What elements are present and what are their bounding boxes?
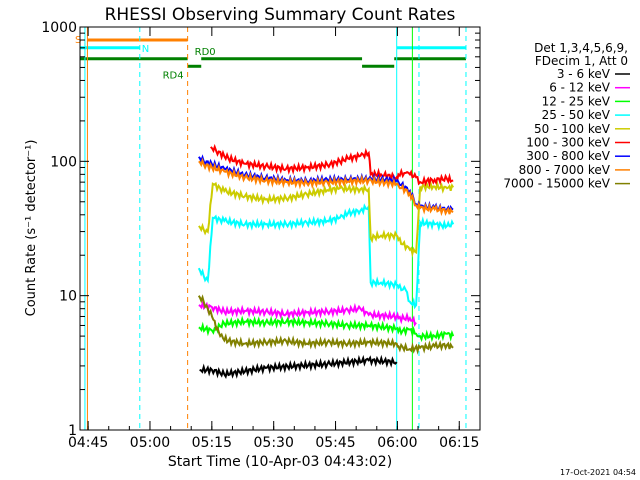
legend-label-25-50-kev: 25 - 50 keV — [542, 108, 611, 122]
x-axis-label: Start Time (10-Apr-03 04:43:02) — [168, 454, 392, 470]
x-tick-label-05-00: 05:00 — [130, 435, 170, 451]
legend-label-800-7000-kev: 800 - 7000 keV — [519, 163, 611, 177]
y-tick-label-1000: 1000 — [41, 20, 77, 36]
y-axis-label: Count Rate (s⁻¹ detector⁻¹) — [24, 140, 39, 317]
legend-header-line-1: Det 1,3,4,5,6,9, — [534, 41, 628, 55]
legend-label-100-300-kev: 100 - 300 keV — [526, 136, 610, 150]
series-line-800-7000-kev — [198, 157, 454, 217]
flag-label-n: N — [142, 44, 149, 55]
series-line-3-6-kev — [199, 354, 398, 379]
flag-bars: S N RD0 RD4 — [75, 35, 466, 81]
series-line-6-12-kev — [198, 299, 417, 328]
data-series — [197, 143, 455, 379]
legend-label-12-25-kev: 12 - 25 keV — [542, 94, 611, 108]
legend-label-300-800-kev: 300 - 800 keV — [526, 149, 610, 163]
legend-header-line-2: FDecim 1, Att 0 — [535, 54, 628, 68]
footer-timestamp: 17-Oct-2021 04:54 — [560, 468, 636, 477]
flag-label-rd4: RD4 — [163, 70, 184, 81]
legend-label-6-12-kev: 6 - 12 keV — [549, 81, 611, 95]
legend-label-7000-15000-kev: 7000 - 15000 keV — [503, 177, 610, 191]
x-axis-ticks: 04:45 05:00 05:15 05:30 05:45 06:00 06:15 — [68, 27, 479, 451]
series-line-25-50-kev — [197, 203, 455, 310]
flag-label-rd0: RD0 — [195, 47, 216, 58]
plot-frame — [79, 26, 481, 431]
series-line-7000-15000-kev — [197, 294, 454, 355]
y-axis-ticks: 1 10 100 1000 — [41, 20, 480, 439]
y-tick-label-1: 1 — [68, 423, 77, 439]
series-line-50-100-kev — [198, 179, 455, 258]
series-line-100-300-kev — [209, 143, 454, 188]
x-tick-label-04-45: 04:45 — [68, 435, 108, 451]
series-line-12-25-kev — [198, 315, 455, 343]
x-tick-label-05-30: 05:30 — [254, 435, 294, 451]
x-tick-label-06-15: 06:15 — [439, 435, 479, 451]
y-tick-label-10: 10 — [59, 289, 77, 305]
chart-title: RHESSI Observing Summary Count Rates — [105, 5, 456, 25]
legend: Det 1,3,4,5,6,9,FDecim 1, Att 03 - 6 keV… — [503, 41, 630, 191]
legend-label-3-6-kev: 3 - 6 keV — [557, 67, 611, 81]
legend-label-50-100-kev: 50 - 100 keV — [534, 122, 611, 136]
y-tick-label-100: 100 — [50, 154, 77, 170]
x-tick-label-05-15: 05:15 — [192, 435, 232, 451]
x-tick-label-06-00: 06:00 — [377, 435, 417, 451]
flag-label-s: S — [75, 35, 81, 46]
x-tick-label-05-45: 05:45 — [315, 435, 355, 451]
